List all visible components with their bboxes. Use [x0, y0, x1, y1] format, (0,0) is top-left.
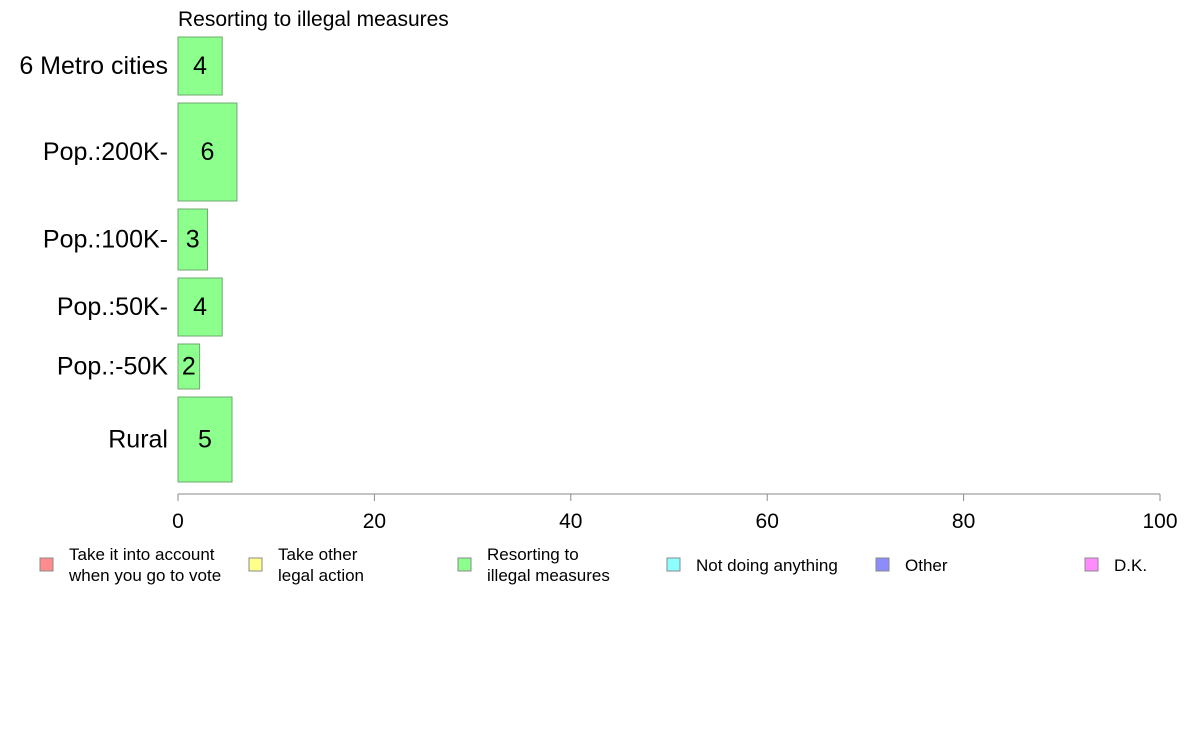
legend-swatch	[666, 557, 681, 572]
legend-label: Take it into account when you go to vote	[68, 545, 221, 585]
bar	[177, 36, 223, 96]
legend-label: D.K.	[1114, 556, 1147, 575]
bar-value-label: 4	[193, 52, 207, 80]
bar	[177, 343, 201, 390]
x-tick-label: 100	[1142, 510, 1177, 533]
bar-value-label: 6	[201, 138, 215, 166]
legend-swatch	[248, 557, 263, 572]
x-tick-label: 40	[559, 510, 582, 533]
category-label: Pop.:200K-	[43, 138, 168, 166]
chart-title: Resorting to illegal measures	[178, 8, 449, 31]
x-tick-label: 20	[363, 510, 386, 533]
legend-label: Not doing anything	[696, 556, 838, 575]
bar-value-label: 3	[186, 226, 200, 254]
bar-value-label: 4	[193, 293, 207, 321]
category-label: Pop.:100K-	[43, 226, 168, 254]
bar	[177, 396, 233, 483]
bar	[177, 102, 238, 202]
category-label: Pop.:50K-	[57, 293, 168, 321]
legend-swatch	[39, 557, 54, 572]
x-tick-label: 0	[172, 510, 184, 533]
bar	[177, 277, 223, 337]
category-label: Rural	[108, 426, 168, 454]
category-label: 6 Metro cities	[19, 52, 168, 80]
legend-swatch	[457, 557, 472, 572]
x-tick-label: 80	[952, 510, 975, 533]
legend: Take it into account when you go to vote T…	[39, 545, 1147, 585]
x-tick-label: 60	[756, 510, 779, 533]
legend-label: Resorting to illegal measures	[487, 545, 610, 585]
bars-group: 6 Metro cities 4 Pop.:200K- 6 Pop.:100K- 3 Pop…	[19, 36, 238, 483]
x-axis: 0 20 40 60 80 100	[172, 493, 1178, 533]
legend-swatch	[1084, 557, 1099, 572]
legend-label: Take other legal action	[278, 545, 364, 585]
legend-swatch	[875, 557, 890, 572]
legend-label: Other	[905, 556, 948, 575]
category-label: Pop.:-50K	[57, 353, 169, 381]
bar-value-label: 5	[198, 426, 212, 454]
bar	[177, 208, 208, 271]
bar-value-label: 2	[182, 353, 196, 381]
